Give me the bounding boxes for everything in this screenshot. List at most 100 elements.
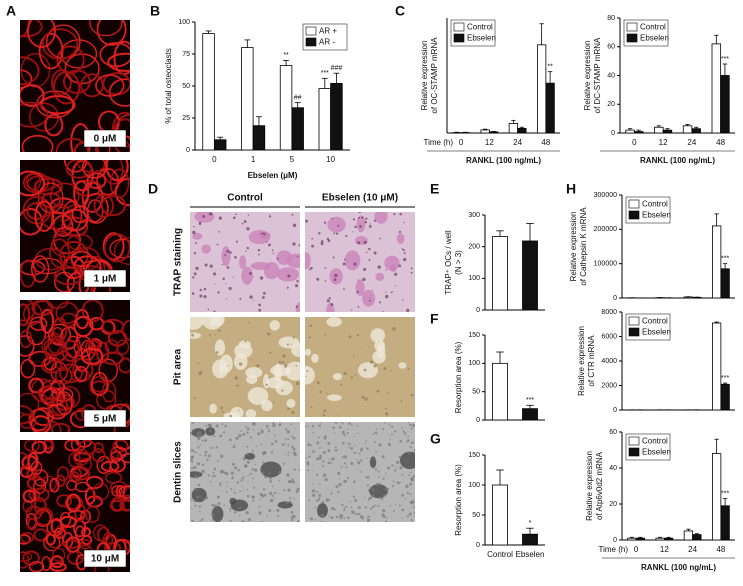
cell-outline	[113, 237, 130, 265]
error-bar	[722, 263, 728, 269]
speck	[291, 410, 295, 414]
y-tick-label: 0	[613, 295, 617, 302]
blob	[190, 332, 202, 339]
speck	[347, 445, 350, 448]
speck	[352, 218, 356, 221]
speck	[225, 283, 227, 285]
bar	[522, 533, 538, 546]
speck	[364, 397, 368, 401]
significance: ***	[721, 56, 729, 63]
legend-label: AR -	[319, 38, 335, 47]
cell-outline	[80, 539, 91, 550]
speck	[355, 458, 358, 461]
bar	[213, 139, 227, 151]
speck	[320, 242, 324, 246]
y-axis-label: of DC-STAMP mRNA	[593, 37, 602, 113]
speck	[269, 214, 271, 216]
speck	[228, 438, 232, 442]
blob	[190, 471, 203, 478]
bar	[279, 65, 293, 151]
speck	[229, 251, 232, 254]
y-tick-label: 20	[607, 101, 615, 108]
error-bar	[722, 498, 728, 506]
speck	[353, 435, 355, 437]
blob	[305, 252, 311, 270]
speck	[298, 468, 300, 471]
speck	[194, 504, 197, 507]
bar	[712, 322, 722, 411]
speck	[218, 329, 221, 332]
speck	[413, 511, 415, 514]
speck	[198, 505, 201, 508]
speck	[324, 477, 328, 482]
speck	[287, 488, 291, 492]
speck	[372, 505, 375, 508]
speck	[253, 430, 255, 432]
speck	[191, 292, 195, 295]
cell-outline	[56, 391, 73, 416]
speck	[403, 432, 407, 435]
speck	[311, 425, 315, 428]
x-tick-label: 48	[716, 545, 725, 554]
speck	[230, 497, 232, 499]
cell-outline	[107, 330, 128, 347]
y-tick-label: 80	[607, 15, 615, 22]
speck	[383, 367, 387, 371]
cell-outline	[81, 300, 104, 323]
speck	[366, 518, 371, 522]
speck	[308, 455, 311, 458]
error-bar	[321, 77, 328, 89]
cell-outline	[101, 381, 117, 403]
speck	[262, 461, 265, 464]
speck	[269, 493, 272, 495]
legend-swatch	[628, 447, 640, 457]
speck	[367, 488, 370, 492]
blob	[374, 212, 388, 224]
speck	[375, 428, 378, 430]
speck	[260, 443, 263, 445]
speck	[209, 212, 213, 216]
speck	[336, 515, 339, 519]
speck	[351, 309, 353, 311]
error-bar	[722, 382, 728, 385]
speck	[324, 334, 327, 337]
speck	[285, 516, 287, 518]
speck	[402, 430, 405, 433]
speck	[312, 493, 316, 497]
speck	[241, 485, 244, 488]
speck	[198, 371, 202, 376]
speck	[206, 458, 209, 462]
speck	[334, 448, 338, 452]
y-tick-label: 0	[476, 417, 480, 424]
significance: ***	[526, 397, 534, 404]
speck	[202, 214, 206, 218]
speck	[409, 445, 412, 448]
speck	[260, 430, 264, 434]
speck	[297, 520, 300, 522]
speck	[389, 505, 392, 507]
speck	[382, 509, 386, 513]
speck	[293, 498, 295, 500]
speck	[283, 489, 286, 492]
speck	[314, 506, 316, 509]
speck	[278, 470, 282, 475]
speck	[345, 235, 348, 238]
speck	[347, 442, 349, 444]
significance: ***	[721, 256, 729, 263]
speck	[284, 453, 286, 456]
bar	[202, 33, 215, 151]
cell-outline	[74, 481, 91, 493]
blob	[286, 398, 296, 408]
speck	[407, 459, 409, 462]
speck	[361, 216, 364, 219]
cell-outline	[71, 466, 91, 481]
speck	[252, 520, 254, 522]
speck	[243, 446, 245, 448]
speck	[287, 274, 291, 278]
cell-outline	[100, 460, 120, 473]
blob	[190, 317, 204, 330]
speck	[390, 369, 392, 372]
speck	[232, 462, 235, 466]
cell-outline	[119, 499, 130, 512]
speck	[241, 476, 244, 480]
